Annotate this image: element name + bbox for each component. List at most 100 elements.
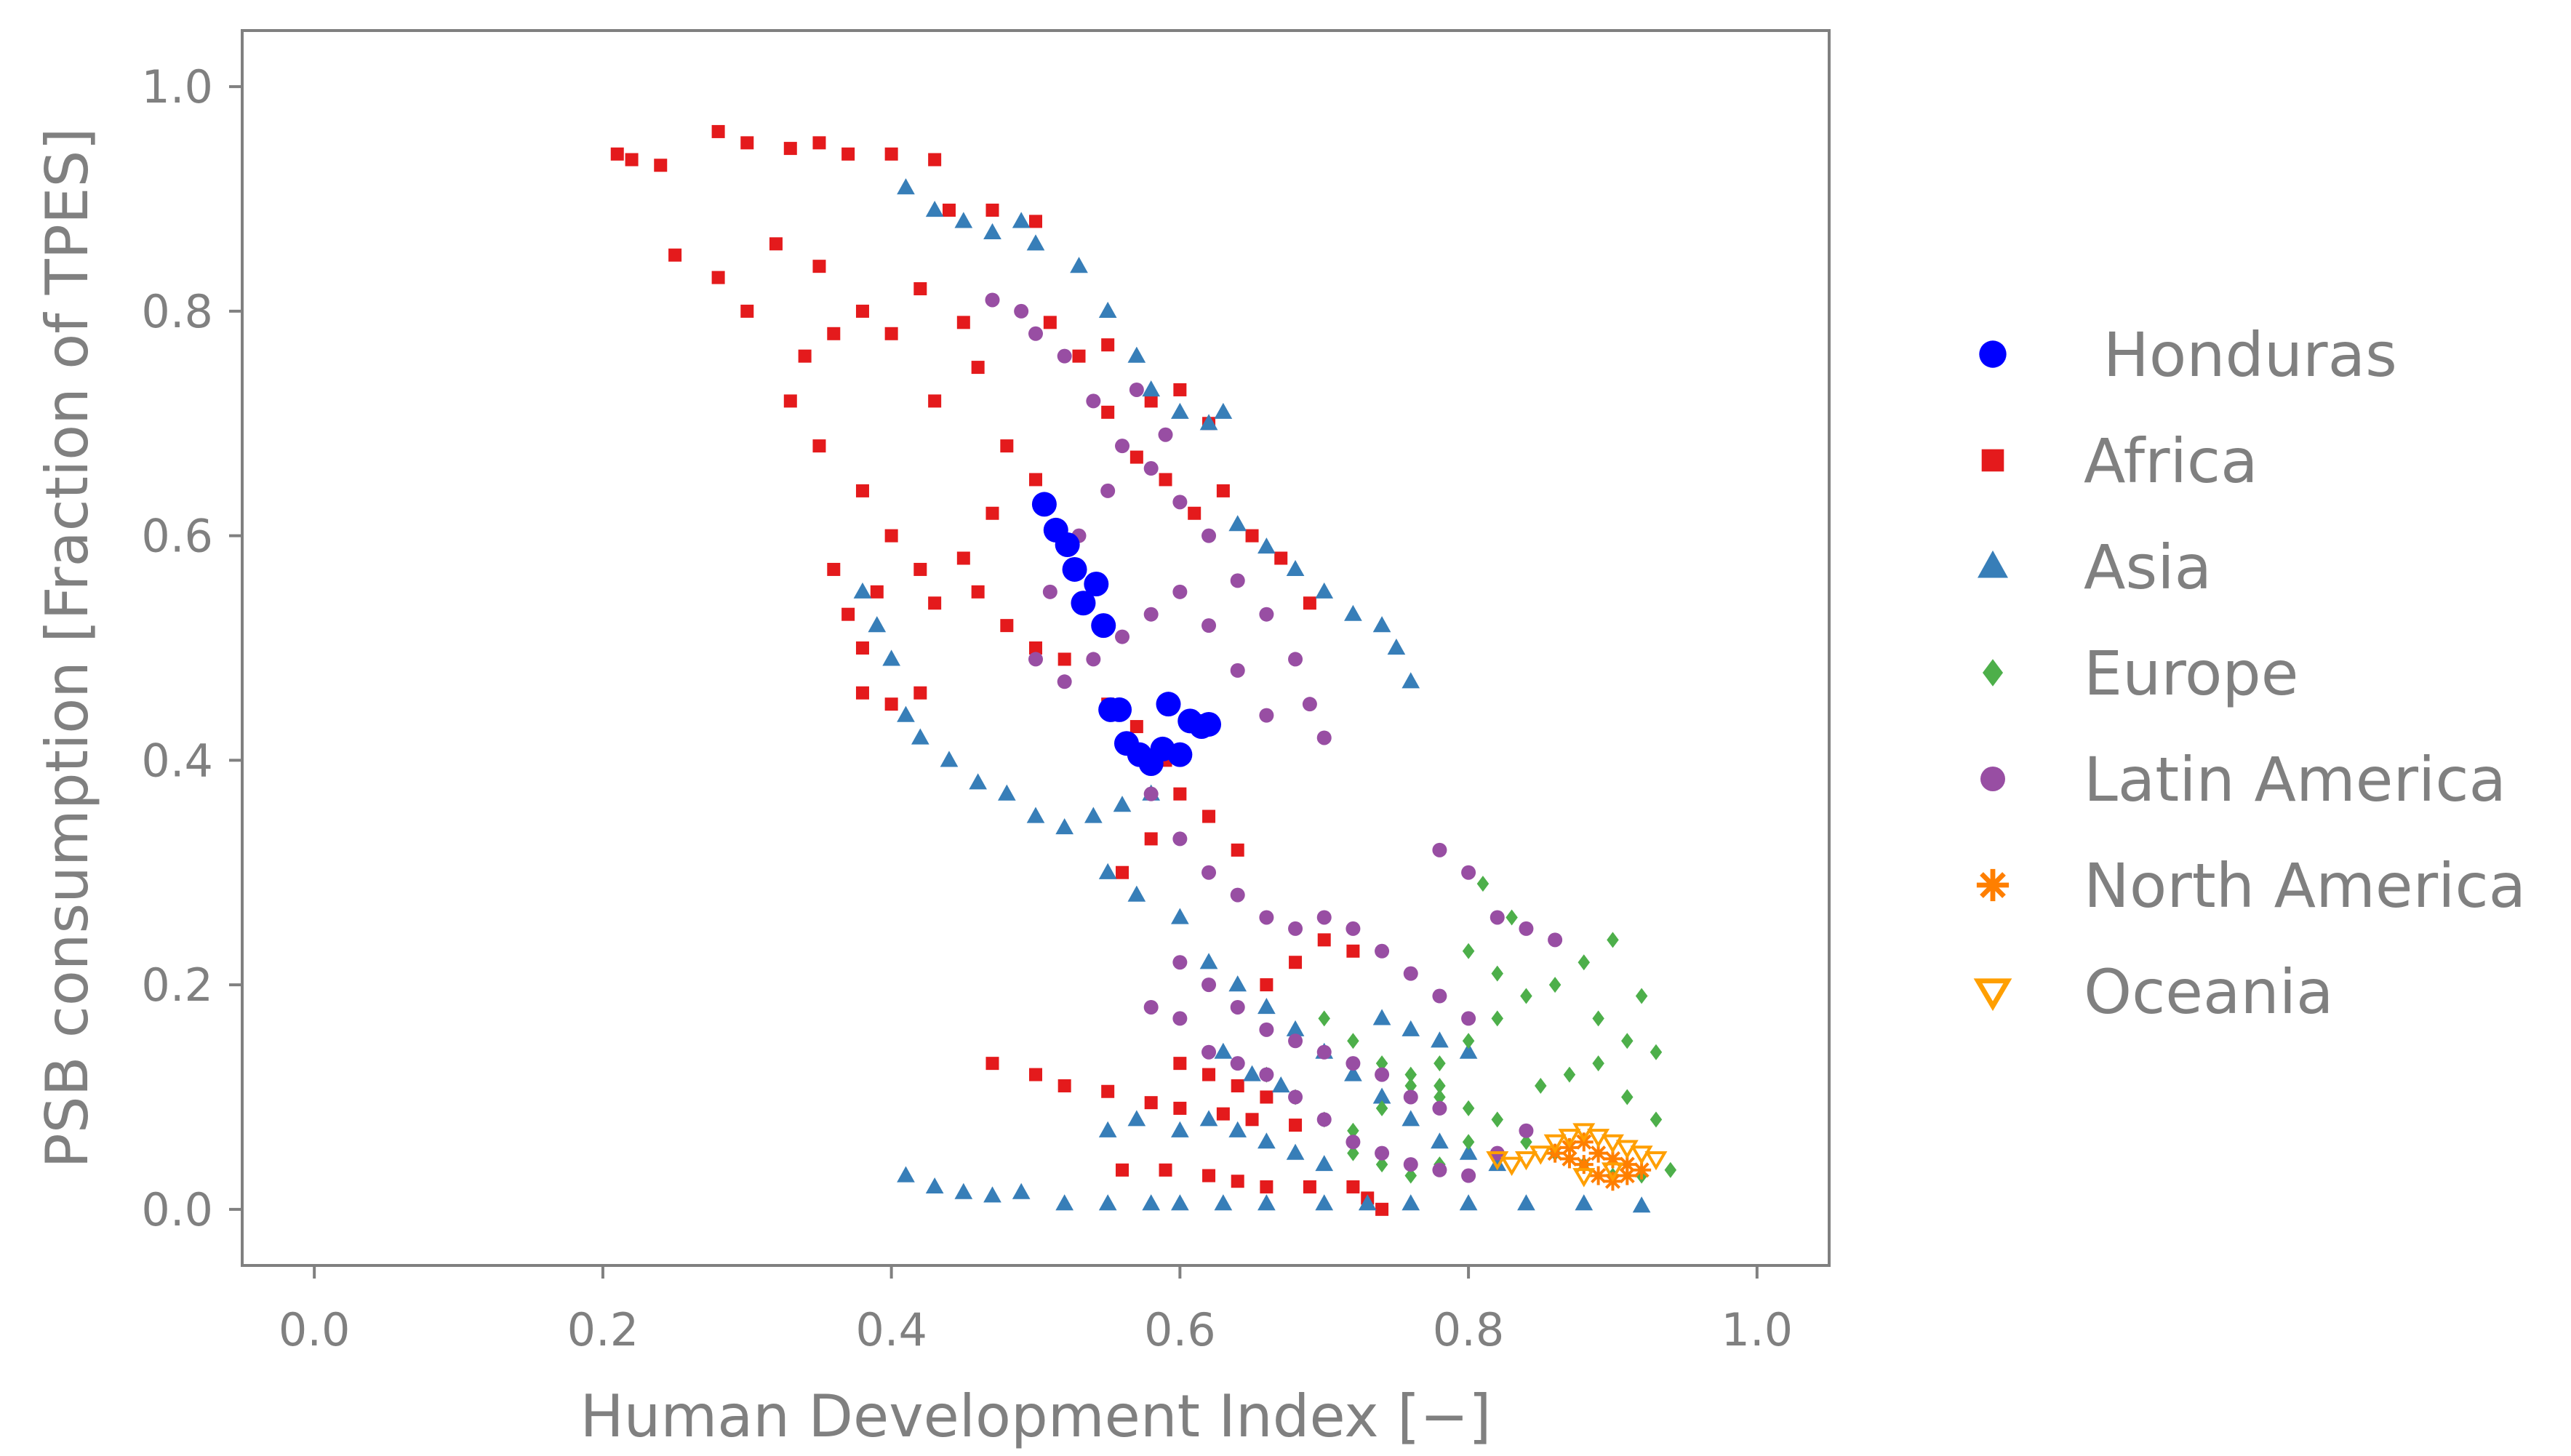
asia-point (1344, 1065, 1362, 1081)
legend-marker-asia (1978, 550, 2008, 578)
africa-point (1144, 394, 1158, 408)
africa-point (884, 529, 898, 543)
y-tick-label: 1.0 (141, 60, 213, 113)
asia-point (1214, 402, 1233, 419)
oceania-point (1572, 1168, 1596, 1188)
africa-point (1346, 1180, 1360, 1193)
latin-america-point (1230, 573, 1245, 588)
x-tick-label: 0.0 (279, 1303, 351, 1356)
honduras-point (1091, 613, 1116, 639)
latin-america-point (1259, 1067, 1274, 1082)
africa-point (942, 203, 956, 217)
latin-america-point (1201, 1044, 1217, 1060)
legend-item-africa: Africa (1981, 425, 2258, 497)
latin-america-point (1230, 887, 1245, 903)
north-america-point (1588, 1143, 1608, 1163)
asia-point (983, 223, 1001, 239)
africa-point (1173, 787, 1187, 801)
africa-point (1173, 1057, 1187, 1071)
asia-point (1402, 1194, 1420, 1211)
asia-point (1228, 515, 1247, 532)
africa-point (1216, 1107, 1230, 1121)
asia-point (1257, 1132, 1276, 1149)
asia-point (925, 1177, 944, 1194)
latin-america-point (1143, 461, 1159, 476)
latin-america-point (1172, 1011, 1188, 1026)
latin-america-point (1519, 1123, 1534, 1138)
latin-america-point (1230, 663, 1245, 678)
europe-point (1650, 1044, 1663, 1060)
y-axis-ticks: 0.0 0.2 0.4 0.6 0.8 1.0 (141, 60, 242, 1236)
legend-marker-latin-america (1980, 767, 2005, 791)
africa-point (827, 327, 841, 340)
north-america-point (1559, 1149, 1579, 1169)
africa-point (855, 641, 869, 655)
asia-point (997, 784, 1016, 801)
latin-america-point (1375, 943, 1390, 959)
europe-point (1375, 1100, 1388, 1116)
europe-point (1434, 1078, 1446, 1095)
africa-point (740, 304, 754, 318)
asia-point (1098, 1121, 1117, 1137)
latin-america-point (1014, 303, 1029, 319)
oceania-point (1601, 1134, 1624, 1154)
latin-america-point (1288, 1033, 1303, 1049)
africa-point (913, 282, 927, 296)
y-axis-label: PSB consumption [Fraction of TPES] (33, 128, 101, 1169)
asia-point (1142, 1194, 1161, 1211)
europe-point (1491, 1010, 1504, 1027)
latin-america-point (1346, 921, 1361, 936)
europe-point (1548, 977, 1562, 993)
europe-point (1347, 1145, 1359, 1161)
asia-point (1026, 234, 1045, 251)
honduras-point (1071, 591, 1096, 616)
asia-point (1084, 807, 1103, 823)
asia-point (1257, 537, 1276, 554)
oceania-point (1572, 1123, 1596, 1143)
legend-label: Asia (2084, 532, 2212, 603)
latin-america-point (1461, 1011, 1476, 1026)
latin-america-point (1172, 495, 1188, 510)
asia-point (1402, 1110, 1420, 1127)
africa-point (1289, 1119, 1303, 1132)
x-tick-label: 0.4 (855, 1303, 927, 1356)
asia-point (1098, 301, 1117, 319)
latin-america-point (1316, 1112, 1332, 1127)
europe-point (1434, 1055, 1446, 1072)
latin-america-point (1288, 652, 1303, 667)
latin-america-point (1086, 393, 1101, 409)
honduras-point (1031, 492, 1057, 517)
asia-point (1127, 1110, 1146, 1127)
north-america-point (1618, 1155, 1637, 1175)
latin-america-point (1461, 865, 1476, 880)
asia-point (911, 728, 929, 745)
europe-point (1563, 1066, 1576, 1083)
asia-point (1315, 1155, 1334, 1172)
africa-point (1159, 1163, 1172, 1177)
legend-item-latin-america: Latin America (1980, 744, 2506, 815)
asia-point (897, 705, 915, 722)
europe-point (1476, 876, 1490, 892)
legend-marker-africa (1981, 449, 2004, 472)
asia-point (868, 616, 887, 633)
asia-point (1127, 885, 1146, 902)
africa-point (870, 585, 884, 599)
asia-point (1575, 1194, 1594, 1211)
africa-point (1101, 405, 1115, 419)
asia-point (1459, 1143, 1478, 1160)
africa-point (1029, 473, 1042, 487)
asia-point (1372, 1087, 1391, 1104)
africa-point (1029, 641, 1042, 655)
honduras-point (1156, 692, 1181, 717)
latin-america-point (1115, 439, 1130, 454)
asia-point (940, 751, 959, 767)
asia-point (1344, 604, 1362, 621)
asia-point (882, 649, 900, 666)
europe-point (1434, 1089, 1446, 1105)
oceania-point (1500, 1156, 1524, 1177)
asia-point (1257, 1194, 1276, 1211)
latin-america-point (1201, 618, 1217, 633)
africa-point (1116, 1163, 1129, 1177)
europe-point (1404, 1167, 1417, 1184)
